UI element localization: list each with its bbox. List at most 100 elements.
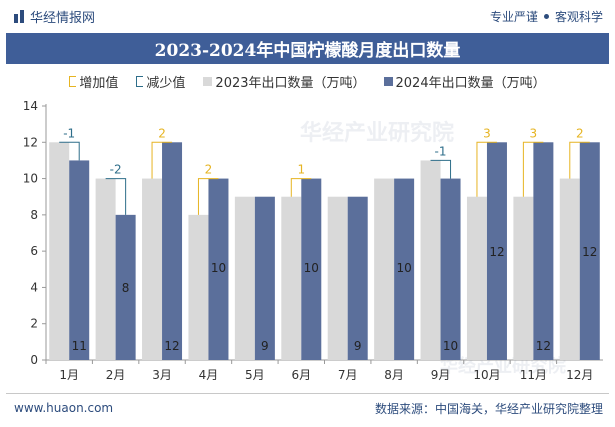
footer-website: www.huaon.com	[14, 401, 114, 415]
bar-2024-value-label: 12	[536, 339, 551, 353]
increase-label: 3	[530, 126, 538, 140]
bar-2024-value-label: 10	[443, 339, 458, 353]
bar-2024	[208, 178, 229, 360]
bar-2023	[188, 214, 209, 360]
bullet-dot-icon	[543, 14, 549, 19]
x-tick-label: 3月	[152, 368, 172, 382]
brand-name: 华经情报网	[30, 11, 96, 26]
increase-bracket	[476, 141, 497, 197]
legend-decrease-swatch	[136, 75, 144, 87]
bar-2024-value-label: 9	[261, 339, 269, 353]
x-tick-label: 5月	[245, 368, 265, 382]
x-tick-label: 2月	[106, 368, 126, 382]
bar-2023	[49, 142, 70, 360]
y-tick-label: 14	[23, 99, 38, 113]
bar-2024-value-label: 12	[164, 339, 179, 353]
legend-increase-swatch	[69, 75, 77, 87]
bar-2024	[162, 142, 183, 360]
bar-2023	[420, 160, 441, 360]
legend-decrease-label: 减少值	[146, 75, 186, 91]
y-tick-label: 4	[30, 280, 38, 294]
bar-2024-value-label: 10	[304, 261, 319, 275]
bar-2024	[486, 142, 507, 360]
increase-bracket	[197, 178, 219, 215]
footer-divider	[6, 393, 609, 394]
bar-2023	[466, 196, 487, 360]
bar-2024	[440, 178, 461, 360]
tagline-right: 客观科学	[554, 10, 603, 24]
footer: www.huaon.com 数据来源：中国海关，华经产业研究院整理	[0, 396, 615, 420]
y-tick-label: 8	[30, 208, 38, 222]
legend-2024-label: 2024年出口数量（万吨）	[395, 75, 546, 91]
tagline: 专业严谨 客观科学	[490, 8, 603, 25]
decrease-bracket	[105, 178, 127, 215]
decrease-bracket	[59, 141, 80, 161]
brand: 华经情报网	[14, 7, 95, 26]
y-tick-label: 2	[30, 317, 38, 331]
bar-2024	[254, 196, 275, 360]
bar-2023	[281, 196, 302, 360]
legend: 增加值 减少值 2023年出口数量（万吨） 2024年出口数量（万吨）	[0, 70, 615, 92]
bar-2024	[115, 214, 136, 360]
y-tick-label: 10	[23, 172, 38, 186]
bar-2024-value-label: 10	[396, 261, 411, 275]
top-bar: 华经情报网 专业严谨 客观科学	[0, 0, 615, 33]
decrease-label: -2	[110, 163, 122, 177]
bar-2023	[374, 178, 395, 360]
bar-2024-value-label: 12	[582, 245, 597, 259]
legend-2023-swatch	[203, 76, 213, 86]
legend-item-decrease: 减少值	[136, 72, 185, 91]
watermark-text: 华经产业研究院	[300, 120, 454, 146]
footer-source: 数据来源：中国海关，华经产业研究院整理	[374, 401, 603, 416]
decrease-label: -1	[435, 144, 447, 158]
x-tick-label: 9月	[431, 368, 451, 382]
bar-2024	[579, 142, 600, 360]
bar-2023	[95, 178, 116, 360]
bar-2024	[394, 178, 415, 360]
x-tick-label: 1月	[59, 368, 79, 382]
legend-2024-swatch	[383, 76, 393, 86]
chart-title: 2023-2024年中国柠檬酸月度出口数量	[6, 33, 609, 64]
increase-label: 2	[158, 126, 166, 140]
bar-2023	[513, 196, 534, 360]
increase-bracket	[569, 141, 590, 179]
increase-label: 2	[576, 126, 584, 140]
y-tick-label: 0	[30, 353, 38, 367]
x-tick-label: 10月	[473, 368, 500, 382]
x-tick-label: 11月	[520, 368, 547, 382]
bar-2024	[347, 196, 368, 360]
legend-item-2023: 2023年出口数量（万吨）	[203, 72, 366, 91]
increase-label: 1	[297, 163, 305, 177]
increase-bracket	[151, 141, 173, 179]
x-tick-label: 6月	[291, 368, 311, 382]
bar-2024	[533, 142, 554, 360]
bar-2023	[559, 178, 580, 360]
bar-2023	[234, 196, 255, 360]
legend-increase-label: 增加值	[79, 75, 119, 91]
increase-bracket	[522, 141, 544, 197]
legend-2023-label: 2023年出口数量（万吨）	[215, 75, 366, 91]
x-tick-label: 12月	[566, 368, 593, 382]
bar-2024-value-label: 11	[72, 339, 87, 353]
bar-2024-value-label: 12	[489, 245, 504, 259]
legend-item-increase: 增加值	[69, 72, 118, 91]
brand-logo-icon	[14, 10, 24, 23]
y-tick-label: 6	[30, 244, 38, 258]
bar-2024	[69, 160, 90, 360]
x-tick-label: 8月	[384, 368, 404, 382]
bar-2024-value-label: 10	[211, 261, 226, 275]
decrease-bracket	[430, 159, 452, 179]
tagline-left: 专业严谨	[489, 10, 538, 24]
decrease-label: -1	[63, 126, 75, 140]
increase-bracket	[290, 178, 312, 197]
increase-label: 3	[483, 126, 491, 140]
bar-2024-value-label: 8	[122, 281, 130, 295]
bar-2024	[301, 178, 322, 360]
bar-2023	[142, 178, 163, 360]
x-tick-label: 4月	[199, 368, 219, 382]
legend-item-2024: 2024年出口数量（万吨）	[383, 72, 546, 91]
bar-2024-value-label: 9	[354, 339, 362, 353]
y-tick-label: 12	[23, 135, 38, 149]
